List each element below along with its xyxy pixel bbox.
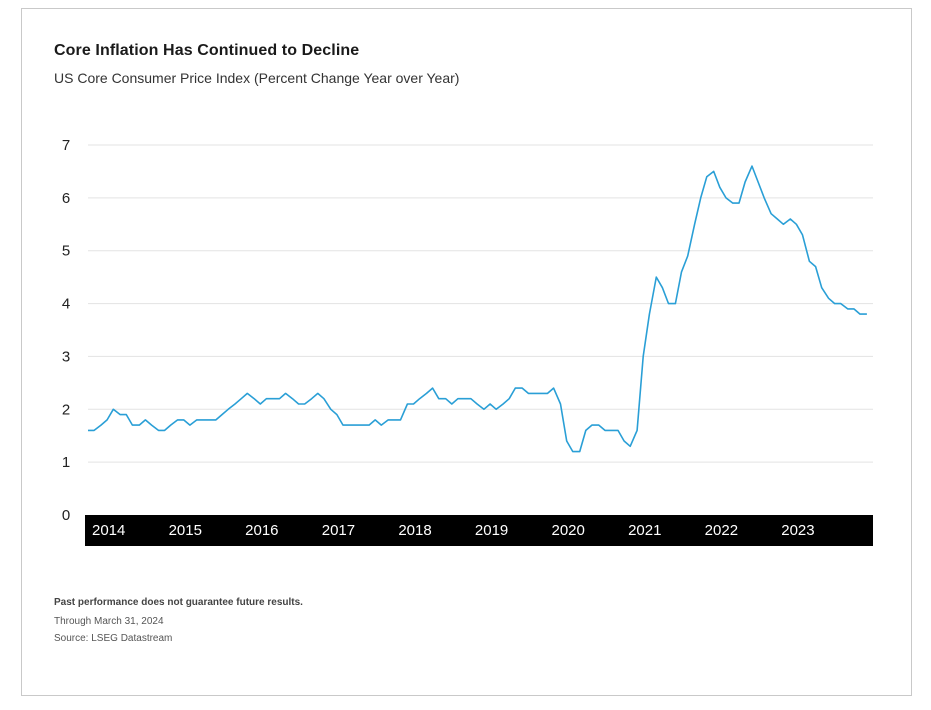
series-line — [88, 165, 867, 453]
x-tick-label: 2021 — [628, 522, 661, 539]
y-tick-label: 3 — [62, 348, 70, 365]
y-tick-label: 2 — [62, 401, 70, 418]
x-tick-label: 2015 — [169, 522, 202, 539]
date-note: Through March 31, 2024 — [54, 616, 164, 627]
x-tick-label: 2017 — [322, 522, 355, 539]
source-note: Source: LSEG Datastream — [54, 633, 173, 644]
x-tick-label: 2014 — [92, 522, 125, 539]
x-tick-label: 2023 — [781, 522, 814, 539]
y-tick-label: 1 — [62, 454, 70, 471]
x-tick-label: 2018 — [398, 522, 431, 539]
y-tick-label: 5 — [62, 243, 70, 260]
chart-frame — [21, 8, 912, 696]
x-tick-label: 2020 — [552, 522, 585, 539]
x-axis-band — [85, 515, 873, 546]
y-tick-label: 0 — [62, 507, 70, 524]
x-tick-label: 2019 — [475, 522, 508, 539]
chart-subtitle: US Core Consumer Price Index (Percent Ch… — [54, 70, 460, 86]
chart-title: Core Inflation Has Continued to Decline — [54, 42, 360, 59]
y-tick-label: 6 — [62, 190, 70, 207]
y-tick-label: 4 — [62, 296, 70, 313]
x-tick-label: 2016 — [245, 522, 278, 539]
y-tick-label: 7 — [62, 137, 70, 154]
disclaimer-note: Past performance does not guarantee futu… — [54, 597, 303, 608]
x-tick-label: 2022 — [705, 522, 738, 539]
